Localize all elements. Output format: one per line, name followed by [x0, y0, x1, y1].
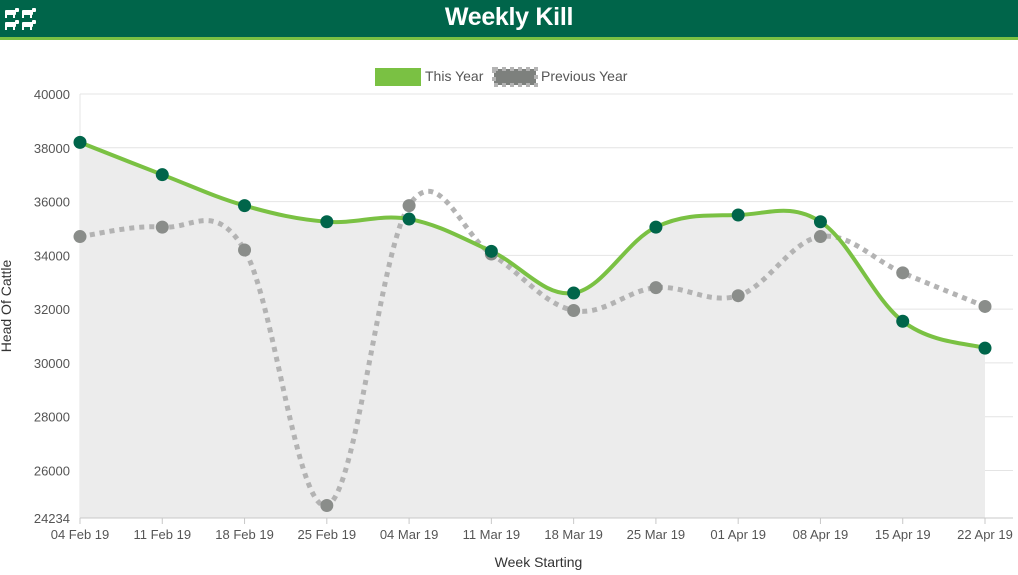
- weekly-kill-chart: 24234 26000 28000 30000 32000 34000 36000 38000…: [0, 67, 1013, 570]
- x-tick-label: 25 Mar 19: [627, 527, 686, 542]
- legend-label-previous-year: Previous Year: [541, 68, 628, 84]
- x-tick-label: 11 Mar 19: [463, 527, 521, 542]
- x-tick-label: 04 Mar 19: [380, 527, 439, 542]
- previous-year-point[interactable]: [649, 281, 663, 295]
- this-year-point[interactable]: [155, 168, 169, 182]
- this-year-point[interactable]: [73, 135, 87, 149]
- this-year-point[interactable]: [896, 314, 910, 328]
- x-axis-ticks: 04 Feb 19 11 Feb 19 18 Feb 19 25 Feb 19 04 M…: [51, 518, 1013, 542]
- x-tick-label: 01 Apr 19: [710, 527, 766, 542]
- this-year-point[interactable]: [813, 215, 827, 229]
- legend-swatch-this-year: [375, 68, 421, 86]
- legend: This Year Previous Year: [375, 67, 628, 87]
- y-axis-label: Head Of Cattle: [0, 259, 14, 352]
- y-tick-label: 32000: [34, 302, 70, 317]
- y-tick-label: 36000: [34, 195, 70, 210]
- y-tick-label: 28000: [34, 410, 70, 425]
- y-tick-label: 24234: [34, 511, 70, 526]
- previous-year-points: [73, 199, 992, 512]
- previous-year-line[interactable]: [79, 188, 986, 508]
- page-title: Weekly Kill: [444, 3, 574, 31]
- y-axis-ticks: 24234 26000 28000 30000 32000 34000 36000 38000…: [34, 87, 70, 526]
- this-year-point[interactable]: [978, 341, 992, 355]
- previous-year-point[interactable]: [731, 289, 745, 303]
- previous-year-point[interactable]: [402, 199, 416, 213]
- previous-year-point[interactable]: [978, 299, 992, 313]
- y-tick-label: 38000: [34, 141, 70, 156]
- previous-year-point[interactable]: [813, 230, 827, 244]
- previous-year-point[interactable]: [896, 266, 910, 280]
- x-tick-label: 08 Apr 19: [793, 527, 849, 542]
- legend-item-this-year[interactable]: This Year: [375, 68, 484, 86]
- this-year-area: [80, 142, 985, 518]
- x-tick-label: 18 Feb 19: [215, 527, 274, 542]
- this-year-point[interactable]: [731, 208, 745, 222]
- x-tick-label: 25 Feb 19: [298, 527, 357, 542]
- this-year-point[interactable]: [320, 215, 334, 229]
- this-year-points: [73, 135, 992, 355]
- x-axis-label: Week Starting: [495, 554, 583, 570]
- legend-swatch-previous-year: [492, 67, 538, 87]
- y-tick-label: 26000: [34, 464, 70, 479]
- previous-year-point[interactable]: [567, 303, 581, 317]
- x-tick-label: 04 Feb 19: [51, 527, 110, 542]
- this-year-point[interactable]: [402, 212, 416, 226]
- y-tick-label: 40000: [34, 87, 70, 102]
- x-tick-label: 15 Apr 19: [875, 527, 931, 542]
- this-year-point[interactable]: [484, 244, 498, 258]
- x-tick-label: 22 Apr 19: [957, 527, 1013, 542]
- this-year-point[interactable]: [567, 286, 581, 300]
- this-year-point[interactable]: [238, 199, 252, 213]
- cattle-logo-icon: [5, 8, 36, 30]
- x-tick-label: 11 Feb 19: [133, 527, 191, 542]
- previous-year-point[interactable]: [238, 243, 252, 257]
- previous-year-point[interactable]: [320, 498, 334, 512]
- this-year-point[interactable]: [649, 220, 663, 234]
- x-tick-label: 18 Mar 19: [544, 527, 603, 542]
- y-tick-label: 34000: [34, 248, 70, 263]
- previous-year-point[interactable]: [73, 230, 87, 244]
- previous-year-point[interactable]: [155, 220, 169, 234]
- legend-item-previous-year[interactable]: Previous Year: [492, 67, 628, 87]
- app-header: Weekly Kill: [0, 0, 1018, 40]
- y-tick-label: 30000: [34, 356, 70, 371]
- legend-label-this-year: This Year: [425, 68, 484, 84]
